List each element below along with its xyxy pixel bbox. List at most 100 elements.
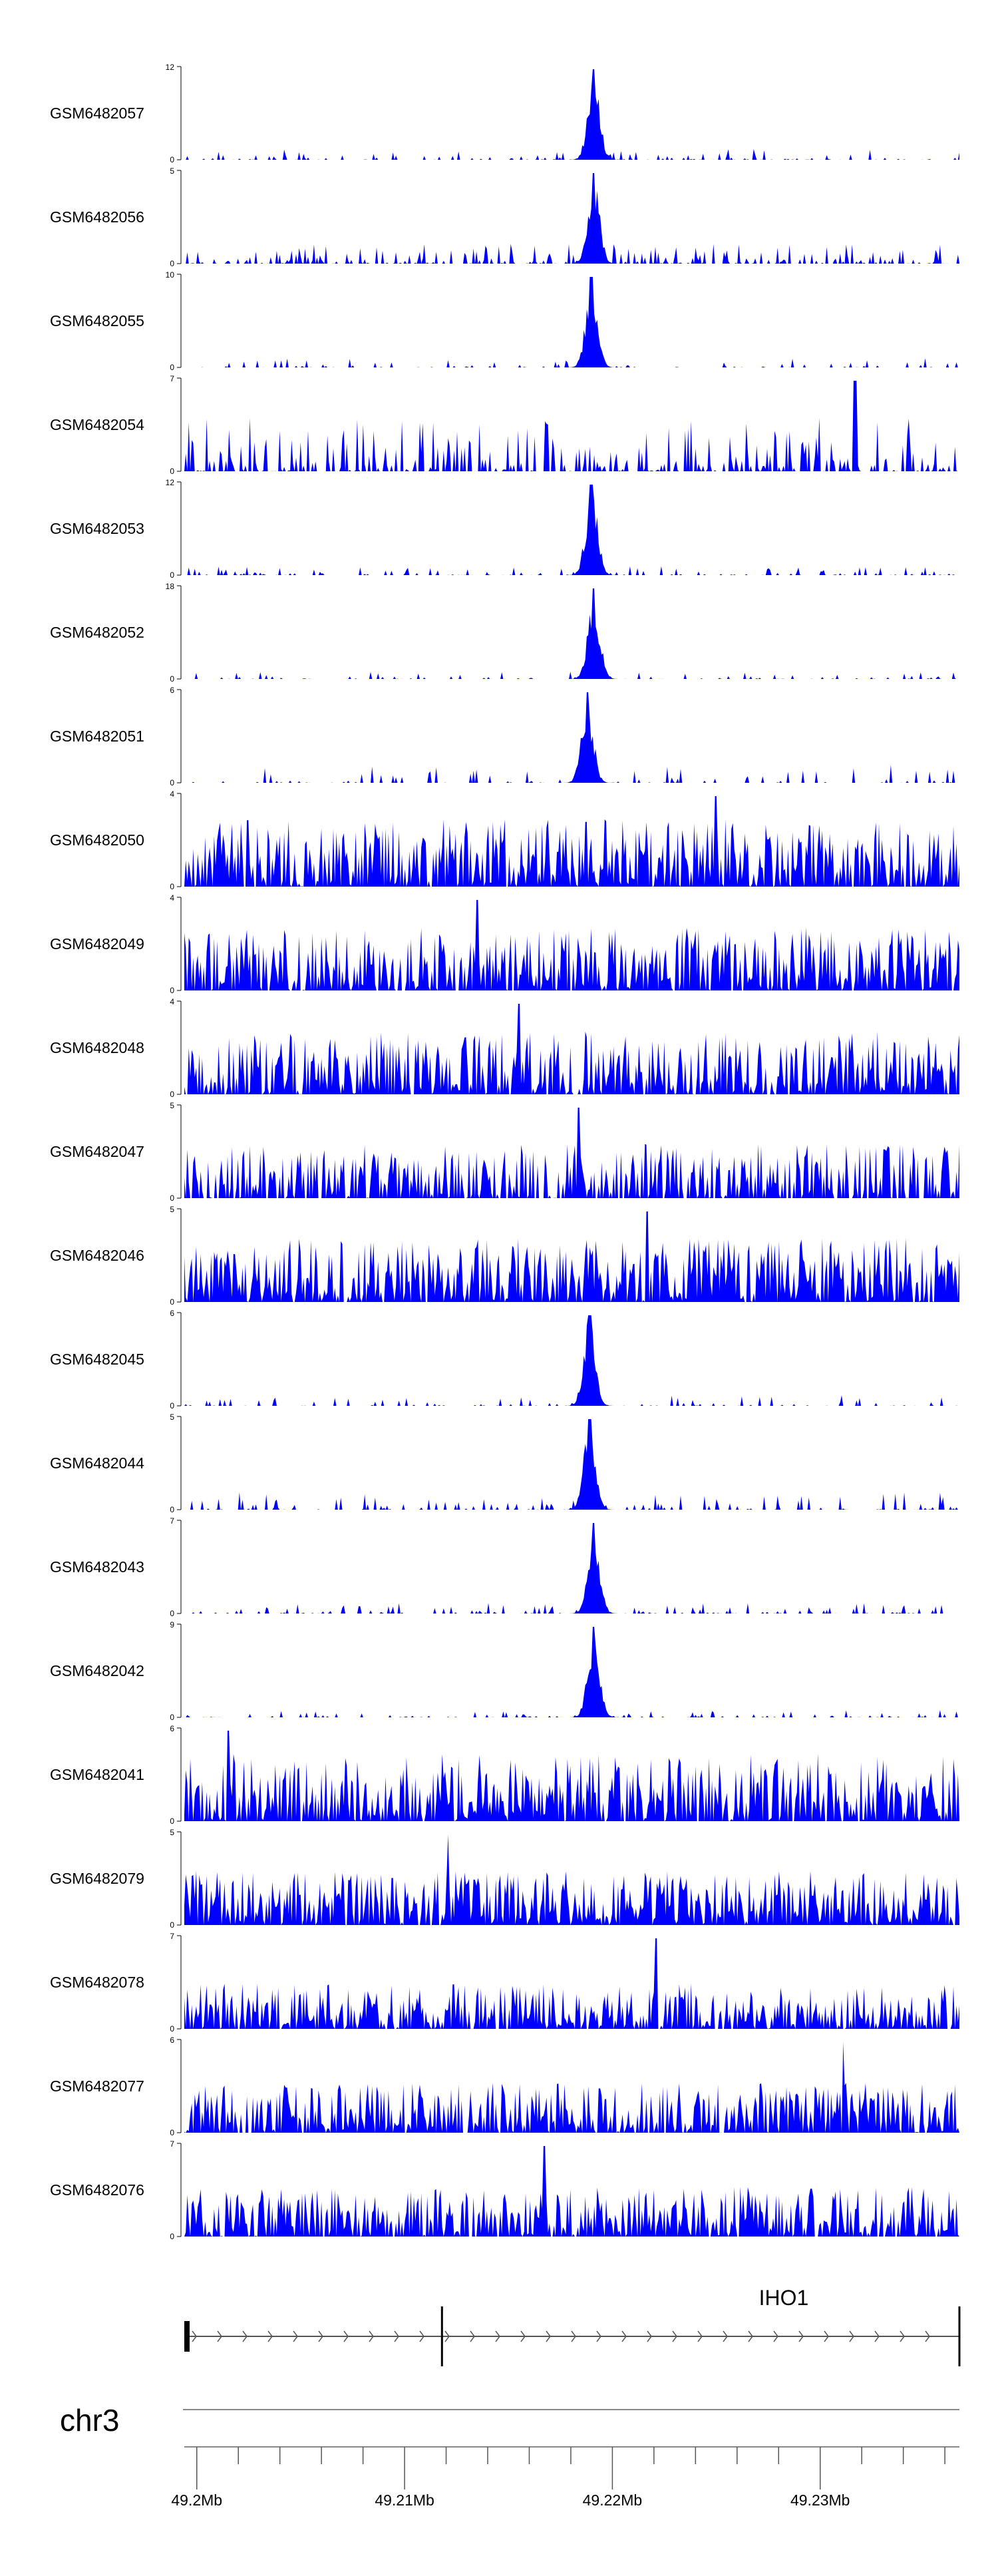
strand-arrow <box>520 2330 526 2342</box>
track-GSM6482047: GSM6482047 5 0 <box>50 1101 959 1203</box>
track-label: GSM6482079 <box>50 1870 144 1887</box>
strand-arrow <box>470 2330 475 2342</box>
track-GSM6482057: GSM6482057 12 0 <box>50 63 959 164</box>
track-label: GSM6482054 <box>50 416 144 433</box>
y-max-label: 10 <box>166 270 175 280</box>
strand-arrow <box>571 2330 576 2342</box>
y-max-label: 18 <box>166 582 175 591</box>
strand-arrow <box>419 2330 424 2342</box>
track-GSM6482043: GSM6482043 7 0 <box>50 1516 959 1618</box>
y-min-label: 0 <box>170 2128 174 2137</box>
signal-area <box>184 1419 959 1510</box>
track-GSM6482079: GSM6482079 5 0 <box>50 1828 959 1930</box>
strand-arrow <box>546 2330 551 2342</box>
axis-tick-label: 49.21Mb <box>375 2491 434 2509</box>
strand-arrow <box>748 2330 753 2342</box>
track-GSM6482048: GSM6482048 4 0 <box>50 997 959 1099</box>
track-label: GSM6482046 <box>50 1247 144 1264</box>
strand-arrow <box>444 2330 450 2342</box>
signal-area <box>184 2146 959 2237</box>
track-label: GSM6482052 <box>50 624 144 641</box>
track-label: GSM6482055 <box>50 312 144 329</box>
track-GSM6482055: GSM6482055 10 0 <box>50 270 959 372</box>
track-label: GSM6482050 <box>50 831 144 849</box>
axis-tick-label: 49.23Mb <box>790 2491 850 2509</box>
strand-arrow <box>394 2330 399 2342</box>
y-min-label: 0 <box>170 2232 174 2241</box>
y-max-label: 12 <box>166 478 175 487</box>
signal-area <box>184 1211 959 1302</box>
y-max-label: 7 <box>170 1932 174 1941</box>
y-min-label: 0 <box>170 1090 174 1099</box>
y-max-label: 4 <box>170 997 174 1006</box>
signal-area <box>184 1108 959 1198</box>
y-max-label: 6 <box>170 1309 174 1318</box>
gene-label: IHO1 <box>759 2286 809 2310</box>
strand-arrow <box>192 2330 197 2342</box>
strand-arrow <box>925 2330 930 2342</box>
genomic-axis: 49.2Mb 49.21Mb 49.22Mb 49.23Mb <box>171 2446 959 2509</box>
strand-arrow <box>596 2330 601 2342</box>
gene-exon <box>440 2306 443 2366</box>
gene-exon <box>958 2306 961 2366</box>
y-min-label: 0 <box>170 986 174 995</box>
track-label: GSM6482077 <box>50 2077 144 2095</box>
signal-area <box>184 1004 959 1094</box>
strand-arrow <box>874 2330 880 2342</box>
track-label: GSM6482076 <box>50 2181 144 2199</box>
y-min-label: 0 <box>170 363 174 372</box>
signal-area <box>184 1938 959 2029</box>
track-label: GSM6482048 <box>50 1039 144 1056</box>
y-max-label: 5 <box>170 1205 174 1214</box>
y-min-label: 0 <box>170 259 174 268</box>
y-max-label: 6 <box>170 1724 174 1733</box>
signal-area <box>184 692 959 783</box>
y-min-label: 0 <box>170 467 174 476</box>
track-label: GSM6482057 <box>50 105 144 122</box>
y-max-label: 9 <box>170 1620 174 1629</box>
strand-arrow <box>318 2330 323 2342</box>
signal-area <box>184 485 959 575</box>
y-min-label: 0 <box>170 1193 174 1203</box>
track-label: GSM6482042 <box>50 1662 144 1679</box>
track-GSM6482054: GSM6482054 7 0 <box>50 374 959 476</box>
signal-area <box>184 1523 959 1613</box>
y-min-label: 0 <box>170 2024 174 2034</box>
track-label: GSM6482041 <box>50 1766 144 1783</box>
track-GSM6482052: GSM6482052 18 0 <box>50 582 959 684</box>
signal-area <box>184 1627 959 1717</box>
strand-arrow <box>900 2330 905 2342</box>
track-label: GSM6482045 <box>50 1351 144 1368</box>
track-GSM6482053: GSM6482053 12 0 <box>50 478 959 580</box>
strand-arrow <box>293 2330 298 2342</box>
strand-arrow <box>697 2330 703 2342</box>
track-label: GSM6482047 <box>50 1143 144 1160</box>
y-min-label: 0 <box>170 778 174 787</box>
strand-arrow <box>773 2330 778 2342</box>
track-label: GSM6482051 <box>50 728 144 745</box>
y-max-label: 5 <box>170 1101 174 1110</box>
axis-tick-label: 49.2Mb <box>171 2491 222 2509</box>
strand-arrow <box>647 2330 652 2342</box>
y-min-label: 0 <box>170 674 174 684</box>
signal-area <box>184 1834 959 1925</box>
strand-arrow <box>672 2330 677 2342</box>
y-max-label: 4 <box>170 893 174 903</box>
signal-area <box>184 1315 959 1406</box>
track-GSM6482045: GSM6482045 6 0 <box>50 1309 959 1410</box>
strand-arrow <box>369 2330 374 2342</box>
signal-area <box>184 1731 959 1821</box>
y-min-label: 0 <box>170 1297 174 1307</box>
y-min-label: 0 <box>170 570 174 580</box>
signal-area <box>184 796 959 887</box>
y-max-label: 7 <box>170 374 174 383</box>
track-GSM6482041: GSM6482041 6 0 <box>50 1724 959 1826</box>
signal-area <box>184 277 959 367</box>
y-min-label: 0 <box>170 882 174 891</box>
y-max-label: 7 <box>170 2139 174 2149</box>
y-max-label: 5 <box>170 166 174 176</box>
track-GSM6482076: GSM6482076 7 0 <box>50 2139 959 2241</box>
y-max-label: 6 <box>170 686 174 695</box>
chromosome-label: chr3 <box>60 2403 119 2438</box>
